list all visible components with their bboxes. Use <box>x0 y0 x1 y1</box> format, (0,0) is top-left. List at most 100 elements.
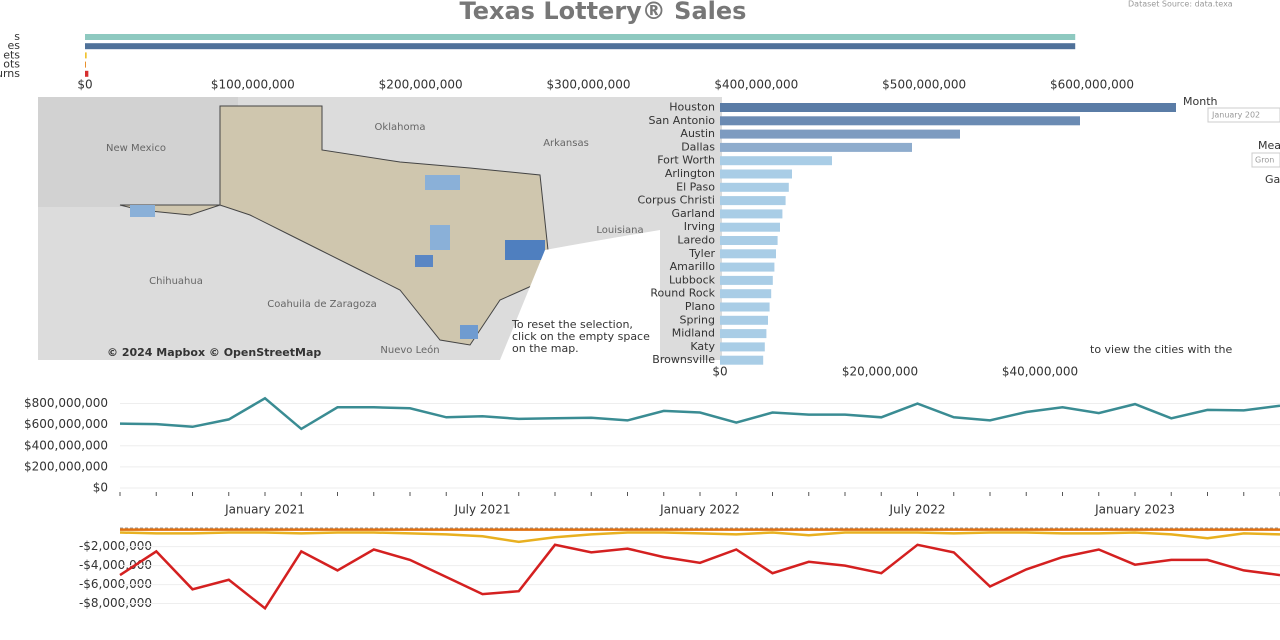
y-tick-label: $200,000,000 <box>24 459 108 473</box>
line[interactable] <box>119 531 1280 544</box>
x-tick-label: $200,000,000 <box>379 78 463 92</box>
category-label: Irving <box>684 220 715 233</box>
bar[interactable] <box>720 116 1080 126</box>
bar[interactable] <box>720 103 1176 112</box>
map-label: Nuevo León <box>380 344 439 356</box>
bar[interactable] <box>720 342 765 352</box>
y-tick-label: -$4,000,000 <box>79 558 152 572</box>
x-tick-label: $600,000,000 <box>1050 78 1134 92</box>
category-label: Dallas <box>681 140 715 153</box>
category-label: Katy <box>690 340 715 353</box>
bar[interactable] <box>720 156 832 166</box>
bar[interactable] <box>85 52 87 59</box>
category-label: Round Rock <box>650 287 715 300</box>
y-tick-label: -$8,000,000 <box>79 596 152 610</box>
bar[interactable] <box>720 302 770 312</box>
bar[interactable] <box>720 249 776 259</box>
bar[interactable] <box>720 355 764 365</box>
dashboard-title: Texas Lottery® Sales <box>460 0 747 25</box>
x-tick-label: $500,000,000 <box>882 78 966 92</box>
bar[interactable] <box>85 61 86 68</box>
bar[interactable] <box>720 169 792 179</box>
reset-note: To reset the selection, <box>511 318 633 331</box>
measure-label: Measu <box>1258 139 1280 152</box>
category-label: Garland <box>671 207 715 220</box>
map-region <box>38 97 238 207</box>
y-tick-label: $600,000,000 <box>24 417 108 431</box>
bar[interactable] <box>720 289 772 299</box>
category-label: Plano <box>685 300 715 313</box>
category-label: es <box>8 39 21 52</box>
county-highlight[interactable] <box>505 240 545 260</box>
bar[interactable] <box>720 129 960 139</box>
bar[interactable] <box>85 43 1076 50</box>
measure-value[interactable]: Gron <box>1255 156 1274 165</box>
category-label: Spring <box>680 313 716 326</box>
cities-note: to view the cities with the <box>1090 343 1233 356</box>
category-label: Brownsville <box>652 353 715 366</box>
bar[interactable] <box>720 236 778 245</box>
category-label: Lubbock <box>669 273 716 286</box>
reset-note: click on the empty space <box>512 330 650 343</box>
source-note: Dataset Source: data.texa <box>1128 0 1233 9</box>
month-label: Month <box>1183 95 1218 108</box>
bar[interactable] <box>85 34 1076 40</box>
bar[interactable] <box>720 275 773 285</box>
map-label: Arkansas <box>543 138 589 149</box>
texas-shape[interactable] <box>119 105 592 346</box>
y-tick-label: -$6,000,000 <box>79 577 152 591</box>
map[interactable] <box>38 97 722 360</box>
county-highlight[interactable] <box>460 325 478 339</box>
x-tick-label: January 2022 <box>659 503 740 517</box>
bar[interactable] <box>720 329 767 339</box>
map-label: Chihuahua <box>149 276 203 287</box>
category-label: Fort Worth <box>657 154 715 167</box>
y-tick-label: $400,000,000 <box>24 438 108 452</box>
category-label: Austin <box>680 127 715 140</box>
month-value[interactable]: January 202 <box>1211 111 1260 120</box>
x-tick-label: July 2021 <box>454 503 511 517</box>
category-label: Arlington <box>665 167 715 180</box>
measure-dropdown[interactable] <box>1251 152 1280 168</box>
category-label: urns <box>0 67 20 80</box>
category-label: ets <box>3 48 20 61</box>
x-tick-label: $0 <box>712 365 727 379</box>
x-tick-label: $20,000,000 <box>842 365 918 379</box>
map-label: New Mexico <box>106 143 166 154</box>
category-label: Tyler <box>688 247 715 260</box>
category-label: El Paso <box>676 180 715 193</box>
y-tick-label: -$2,000,000 <box>79 539 152 553</box>
line[interactable] <box>119 396 1280 431</box>
x-tick-label: July 2022 <box>889 503 946 517</box>
x-tick-label: $400,000,000 <box>714 78 798 92</box>
other-label: Ga <box>1265 173 1280 186</box>
category-label: Houston <box>669 101 715 114</box>
reset-note: on the map. <box>512 342 579 355</box>
bar[interactable] <box>720 222 780 232</box>
y-tick-label: $0 <box>93 481 108 495</box>
gulf <box>500 230 660 360</box>
y-tick-label: $800,000,000 <box>24 396 108 410</box>
category-label: s <box>14 30 20 43</box>
bar[interactable] <box>720 209 783 219</box>
bar[interactable] <box>720 262 775 272</box>
category-label: Amarillo <box>670 260 716 273</box>
month-dropdown[interactable] <box>1207 107 1280 123</box>
bar[interactable] <box>720 182 789 192</box>
bar[interactable] <box>720 315 768 325</box>
county-highlight[interactable] <box>415 255 433 267</box>
county-highlight[interactable] <box>425 175 460 190</box>
bar[interactable] <box>85 70 89 77</box>
bar[interactable] <box>720 196 786 206</box>
x-tick-label: $40,000,000 <box>1002 365 1078 379</box>
line[interactable] <box>119 543 1280 611</box>
map-label: Coahuila de Zaragoza <box>267 299 377 310</box>
x-tick-label: January 2021 <box>224 503 305 517</box>
x-tick-label: $100,000,000 <box>211 78 295 92</box>
county-highlight[interactable] <box>430 225 450 250</box>
category-label: ots <box>3 58 20 71</box>
map-attribution: © 2024 Mapbox © OpenStreetMap <box>107 346 321 359</box>
county-highlight[interactable] <box>130 205 155 217</box>
bar[interactable] <box>720 142 912 152</box>
